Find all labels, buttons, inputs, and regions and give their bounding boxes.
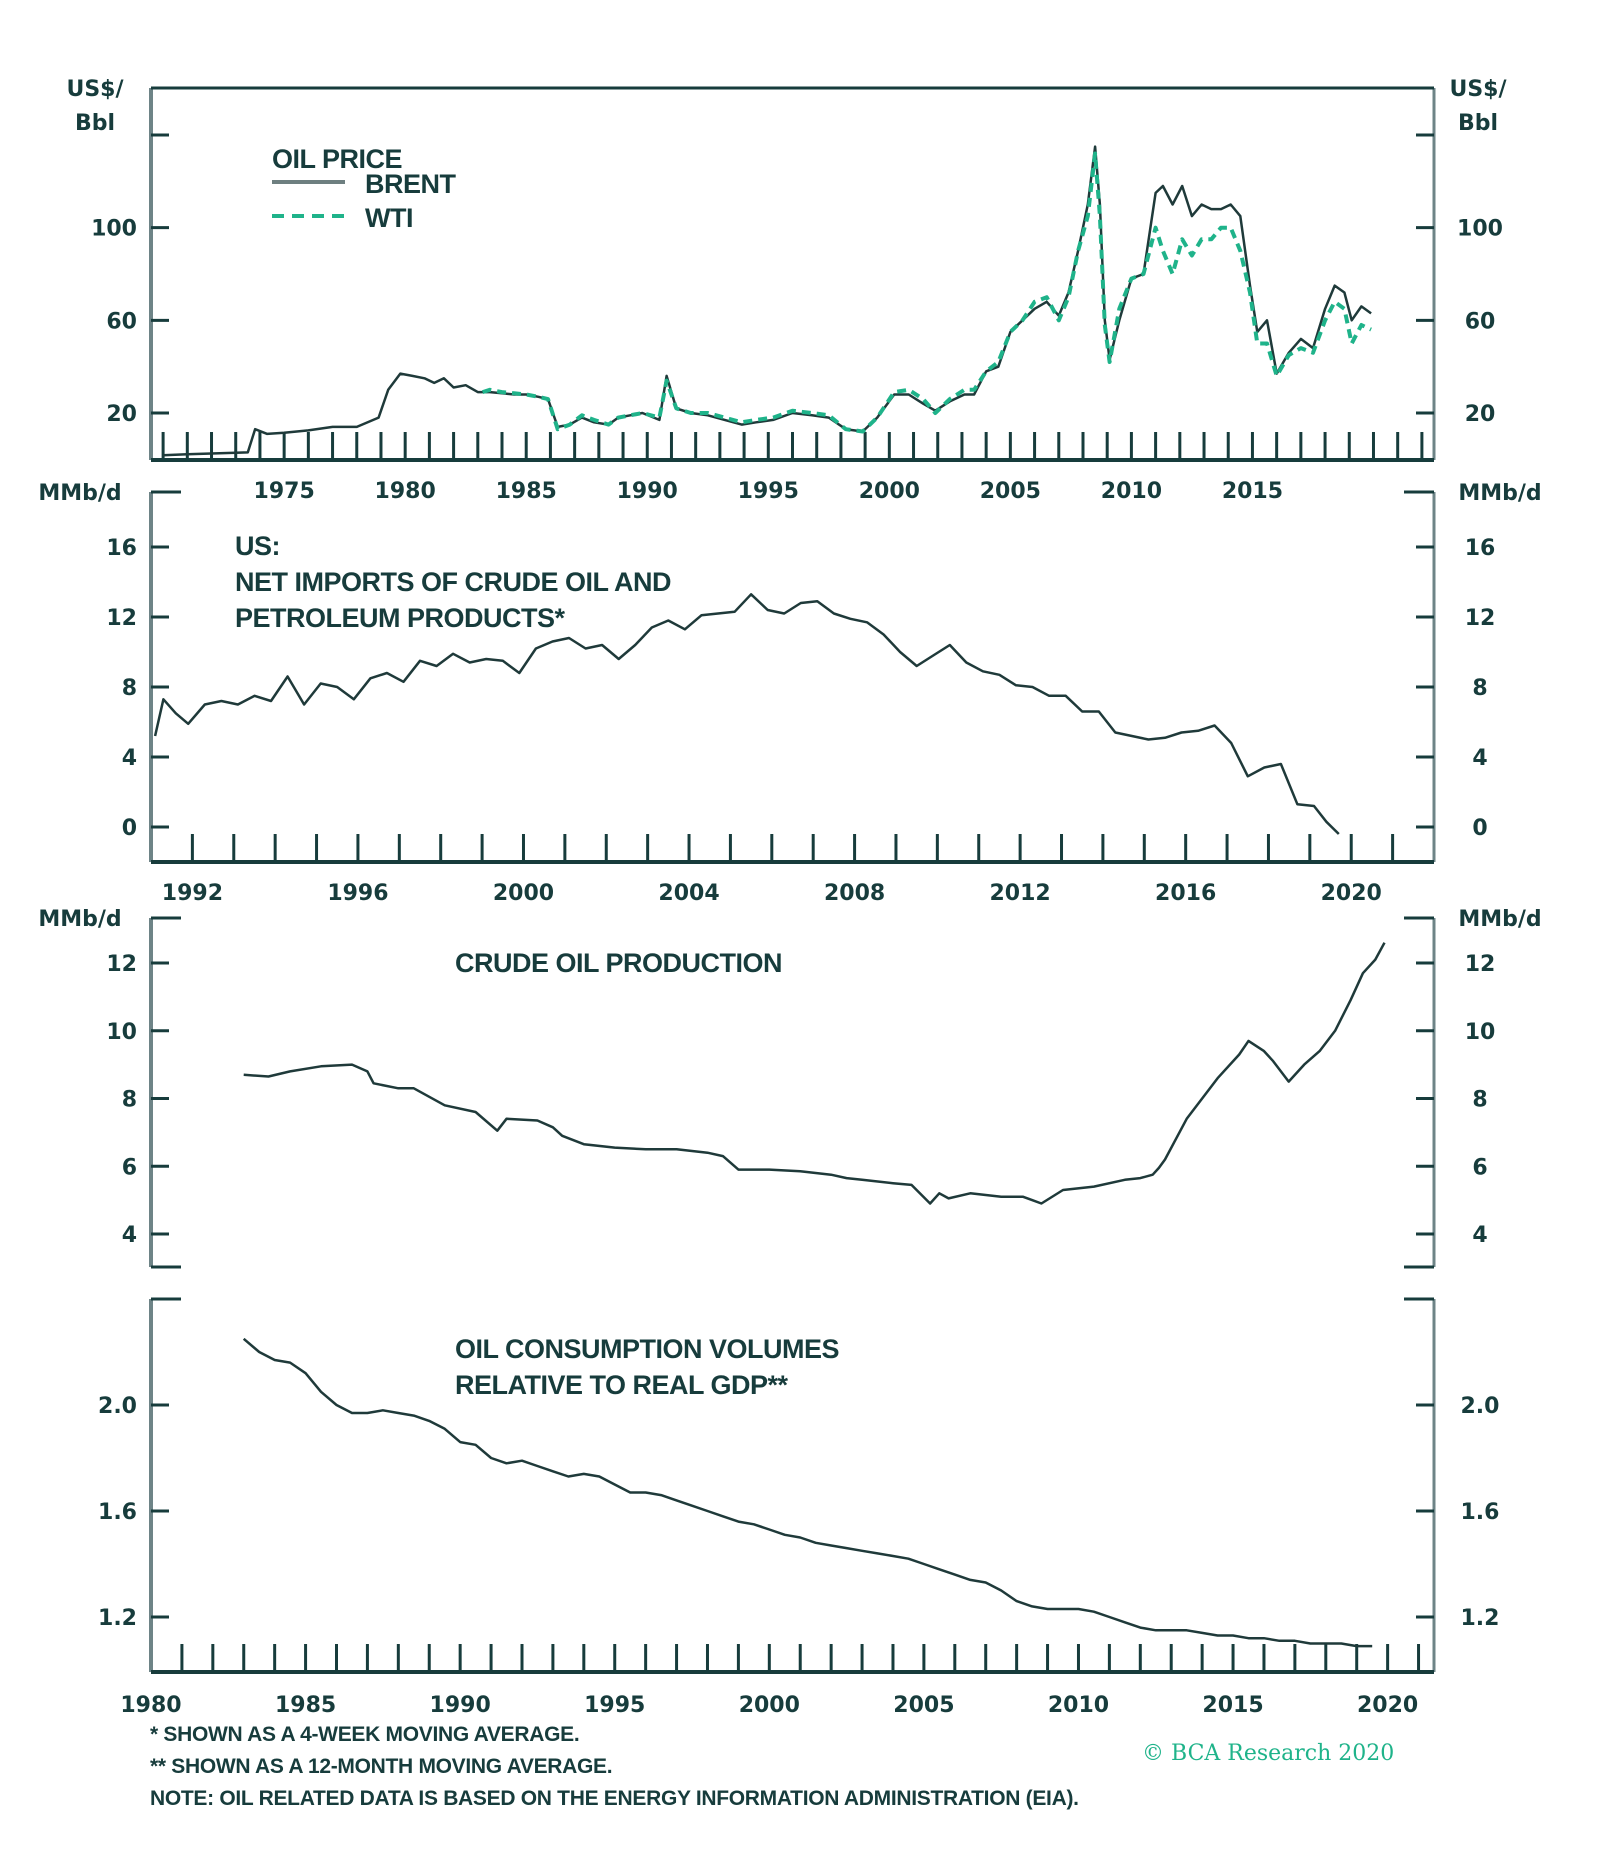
- series-line-brent: [163, 145, 1372, 457]
- y-tick-label-right: 8: [1472, 676, 1487, 701]
- y-tick-label-left: 20: [106, 402, 137, 427]
- y-tick-label-right: 10: [1465, 1020, 1496, 1045]
- y-tick-label-left: 6: [122, 1155, 137, 1180]
- x-tick-label: 1992: [162, 881, 223, 906]
- x-tick-label: 2010: [1048, 1693, 1109, 1718]
- y-unit-label-right: MMb/d: [1458, 907, 1541, 932]
- panel-title: CRUDE OIL PRODUCTION: [455, 948, 782, 978]
- panel-title-line: US:: [235, 531, 280, 561]
- panel-consumption-gdp: 1.2 1.2 1.6 1.6 2.0 2.0 1980 1985 1990 1995 2000 20…: [98, 1297, 1500, 1718]
- y-tick-label-left: 4: [122, 746, 137, 771]
- legend-label-brent: BRENT: [365, 169, 457, 199]
- x-tick-label: 1995: [584, 1693, 645, 1718]
- panel-title-line: RELATIVE TO REAL GDP**: [455, 1370, 789, 1400]
- y-tick-label-right: 12: [1465, 606, 1496, 631]
- y-tick-label-left: 10: [106, 1020, 137, 1045]
- x-tick-label: 2000: [859, 479, 920, 504]
- y-tick-label-left: 4: [122, 1223, 137, 1248]
- legend-label-wti: WTI: [365, 203, 413, 233]
- y-unit-label-left: US$/: [66, 77, 124, 102]
- y-tick-label-right: 12: [1465, 952, 1496, 977]
- y-tick-label-left: 100: [91, 217, 137, 242]
- y-tick-label-left: 8: [122, 676, 137, 701]
- y-unit-label-left: Bbl: [75, 111, 115, 136]
- y-unit-label-left: MMb/d: [38, 481, 121, 506]
- y-tick-label-right: 1.6: [1461, 1500, 1500, 1525]
- x-tick-label: 1995: [738, 479, 799, 504]
- x-tick-label: 2005: [893, 1693, 954, 1718]
- y-tick-label-left: 60: [106, 309, 137, 334]
- y-tick-label-left: 16: [106, 536, 137, 561]
- y-tick-label-right: 2.0: [1461, 1394, 1500, 1419]
- series-line-crude-oil-production: [243, 942, 1386, 1205]
- y-tick-label-left: 1.2: [98, 1606, 137, 1631]
- x-tick-label: 2000: [493, 881, 554, 906]
- y-tick-label-right: 0: [1472, 816, 1487, 841]
- panel-title-line: PETROLEUM PRODUCTS*: [235, 603, 566, 633]
- x-tick-label: 1985: [496, 479, 557, 504]
- y-tick-label-right: 6: [1472, 1155, 1487, 1180]
- y-tick-label-left: 12: [106, 952, 137, 977]
- footnote-1: * SHOWN AS A 4-WEEK MOVING AVERAGE.: [150, 1723, 580, 1746]
- y-tick-label-right: 20: [1465, 402, 1496, 427]
- y-tick-label-left: 1.6: [98, 1500, 137, 1525]
- x-tick-label: 2015: [1202, 1693, 1263, 1718]
- x-tick-label: 1985: [275, 1693, 336, 1718]
- panel-title-line: OIL CONSUMPTION VOLUMES: [455, 1334, 839, 1364]
- y-tick-label-right: 8: [1472, 1088, 1487, 1113]
- y-tick-label-left: 2.0: [98, 1394, 137, 1419]
- series-line-net-imports: [153, 593, 1340, 835]
- x-tick-label: 2008: [824, 881, 885, 906]
- x-tick-label: 1980: [375, 479, 436, 504]
- series-line-wti: [481, 151, 1372, 434]
- x-tick-label: 1990: [617, 479, 678, 504]
- footnote-note: NOTE: OIL RELATED DATA IS BASED ON THE E…: [150, 1787, 1079, 1810]
- x-tick-label: 2016: [1155, 881, 1216, 906]
- x-tick-label: 1996: [327, 881, 388, 906]
- panel-crude-production: 4 4 6 6 8 8 10 10 12 12 MMb/d MMb/d CRUDE OIL PRODUC…: [38, 907, 1542, 1269]
- panel-title: OIL PRICE: [272, 144, 402, 174]
- footnote-2: ** SHOWN AS A 12-MONTH MOVING AVERAGE.: [150, 1755, 613, 1778]
- panel-title-line: NET IMPORTS OF CRUDE OIL AND: [235, 567, 671, 597]
- panel-net-imports: 0 0 4 4 8 8 12 12 16 16 1992 1996 2000 2004 2008 2012 20…: [38, 481, 1541, 906]
- x-tick-label: 2012: [990, 881, 1051, 906]
- y-tick-label-left: 12: [106, 606, 137, 631]
- x-tick-label: 2000: [739, 1693, 800, 1718]
- copyright-text: © BCA Research 2020: [1142, 1741, 1395, 1766]
- y-tick-label-right: 60: [1465, 309, 1496, 334]
- y-tick-label-right: 1.2: [1461, 1606, 1500, 1631]
- y-tick-label-left: 8: [122, 1088, 137, 1113]
- y-tick-label-left: 0: [122, 816, 137, 841]
- x-tick-label: 2020: [1357, 1693, 1418, 1718]
- x-tick-label: 2005: [980, 479, 1041, 504]
- x-tick-label: 2004: [658, 881, 719, 906]
- series-line-consumption-real-gdp: [242, 1337, 1373, 1648]
- y-tick-label-right: 4: [1472, 1223, 1487, 1248]
- x-tick-label: 2015: [1222, 479, 1283, 504]
- y-tick-label-right: 100: [1457, 217, 1503, 242]
- x-tick-label: 1990: [430, 1693, 491, 1718]
- y-tick-label-right: 16: [1465, 536, 1496, 561]
- y-unit-label-right: Bbl: [1458, 111, 1498, 136]
- x-tick-label: 1980: [120, 1693, 181, 1718]
- x-tick-label: 2010: [1101, 479, 1162, 504]
- panel-oil-price: 20 20 60 60 100 100 1975 1980 1985 1990 1995 2000 20…: [66, 77, 1507, 504]
- y-unit-label-left: MMb/d: [38, 907, 121, 932]
- y-unit-label-right: US$/: [1449, 77, 1507, 102]
- y-tick-label-right: 4: [1472, 746, 1487, 771]
- x-tick-label: 1975: [254, 479, 315, 504]
- x-tick-label: 2020: [1321, 881, 1382, 906]
- y-unit-label-right: MMb/d: [1458, 481, 1541, 506]
